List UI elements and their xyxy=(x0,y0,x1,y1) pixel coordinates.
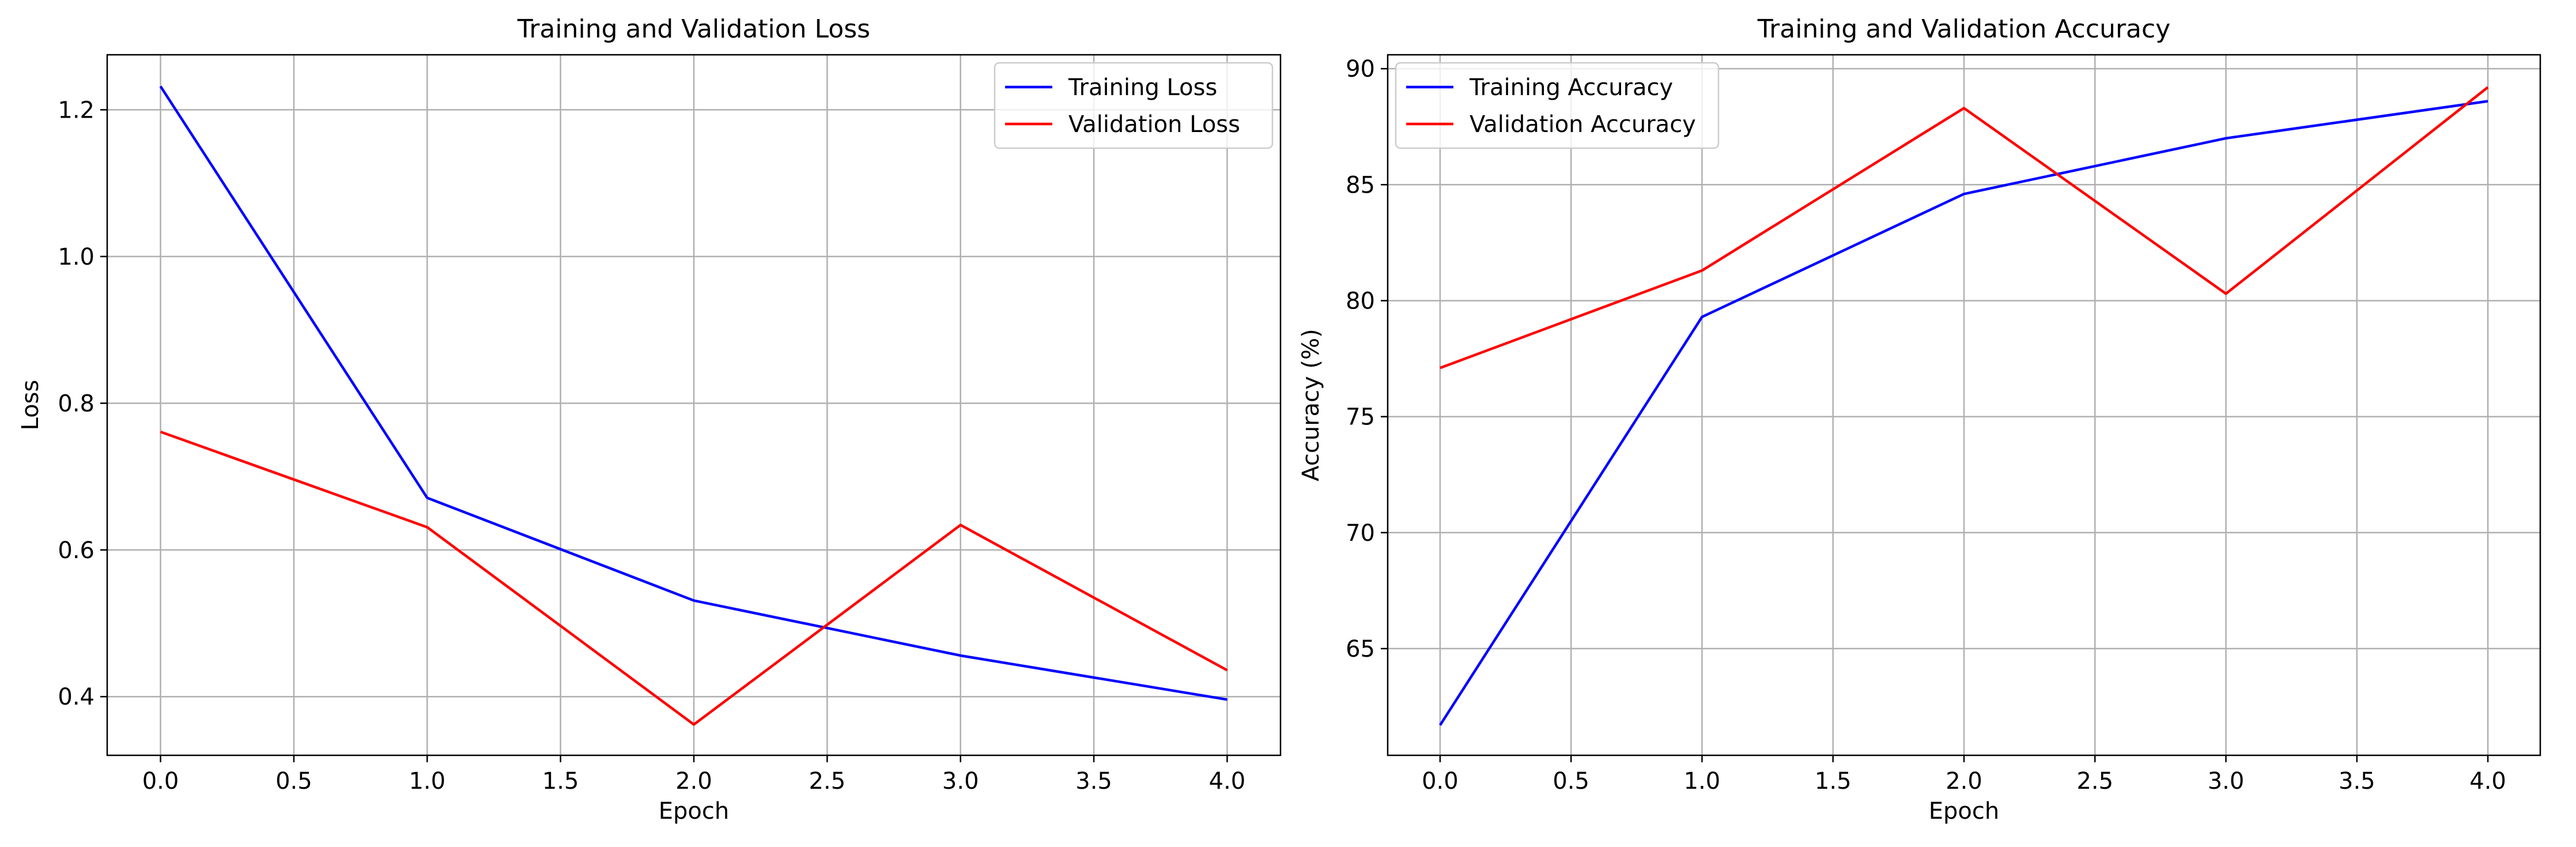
accuracy-chart: Training and Validation Accuracy Epoch A… xyxy=(1298,14,2541,825)
loss-legend-label: Training Loss xyxy=(1068,74,1217,101)
accuracy-x-tick-label: 0.5 xyxy=(1553,768,1589,795)
loss-x-tick-label: 2.0 xyxy=(675,768,712,795)
accuracy-y-axis-label: Accuracy (%) xyxy=(1298,329,1324,481)
loss-x-tick-label: 1.5 xyxy=(542,768,579,795)
loss-y-tick-label: 1.0 xyxy=(58,244,95,270)
loss-chart: Training and Validation Loss Epoch Loss … xyxy=(17,14,1282,825)
accuracy-x-tick-label: 4.0 xyxy=(2469,768,2506,795)
accuracy-y-tick-label: 80 xyxy=(1346,288,1375,314)
loss-x-tick-label: 1.0 xyxy=(409,768,445,795)
accuracy-y-tick-label: 90 xyxy=(1346,56,1375,82)
loss-series-line-training xyxy=(159,85,1227,701)
loss-x-tick-label: 3.0 xyxy=(942,768,979,795)
accuracy-x-tick-label: 1.0 xyxy=(1684,768,1721,795)
loss-legend-box xyxy=(994,62,1274,149)
accuracy-x-ticks: 0.0 0.5 1.0 1.5 2.0 2.5 3.0 3.5 4.0 xyxy=(1422,755,2506,795)
loss-x-tick-label: 0.5 xyxy=(275,768,312,795)
accuracy-series-line-training xyxy=(1439,100,2488,726)
accuracy-legend-label: Training Accuracy xyxy=(1469,74,1673,101)
loss-legend-label: Validation Loss xyxy=(1068,111,1240,138)
loss-x-tick-label: 0.0 xyxy=(142,768,179,795)
loss-chart-title: Training and Validation Loss xyxy=(517,14,870,44)
loss-x-tick-label: 4.0 xyxy=(1209,768,1246,795)
accuracy-x-tick-label: 2.0 xyxy=(1946,768,1982,795)
loss-y-tick-label: 0.8 xyxy=(58,390,95,417)
accuracy-legend: Training Accuracy Validation Accuracy xyxy=(1395,62,1720,149)
accuracy-y-tick-label: 85 xyxy=(1346,172,1375,198)
loss-y-ticks: 0.4 0.6 0.8 1.0 1.2 xyxy=(58,97,107,710)
loss-y-tick-label: 1.2 xyxy=(58,97,95,123)
accuracy-x-tick-label: 3.5 xyxy=(2339,768,2375,795)
accuracy-y-tick-label: 65 xyxy=(1346,636,1375,662)
loss-y-tick-label: 0.6 xyxy=(58,537,95,564)
loss-x-axis-label: Epoch xyxy=(659,798,729,825)
accuracy-series-line-validation xyxy=(1440,86,2489,370)
accuracy-x-tick-label: 0.0 xyxy=(1422,768,1459,795)
accuracy-legend-box xyxy=(1395,62,1720,149)
accuracy-legend-label: Validation Accuracy xyxy=(1470,111,1696,138)
loss-y-tick-label: 0.4 xyxy=(58,684,95,710)
loss-legend: Training Loss Validation Loss xyxy=(994,62,1274,149)
accuracy-x-tick-label: 2.5 xyxy=(2076,768,2113,795)
accuracy-chart-title: Training and Validation Accuracy xyxy=(1757,14,2171,44)
accuracy-y-tick-label: 75 xyxy=(1346,404,1375,431)
accuracy-series-lines xyxy=(1439,86,2489,726)
accuracy-y-tick-label: 70 xyxy=(1346,520,1375,547)
loss-series-lines xyxy=(159,85,1228,726)
loss-x-tick-label: 3.5 xyxy=(1075,768,1112,795)
loss-x-ticks: 0.0 0.5 1.0 1.5 2.0 2.5 3.0 3.5 4.0 xyxy=(142,755,1246,795)
loss-x-tick-label: 2.5 xyxy=(809,768,846,795)
accuracy-x-axis-label: Epoch xyxy=(1929,798,1999,825)
loss-y-axis-label: Loss xyxy=(17,380,44,431)
accuracy-x-tick-label: 3.0 xyxy=(2208,768,2245,795)
accuracy-grid xyxy=(1388,55,2540,755)
accuracy-y-ticks: 65 70 75 80 85 90 xyxy=(1346,56,1388,662)
loss-series-line-validation xyxy=(160,430,1228,726)
accuracy-x-tick-label: 1.5 xyxy=(1815,768,1852,795)
